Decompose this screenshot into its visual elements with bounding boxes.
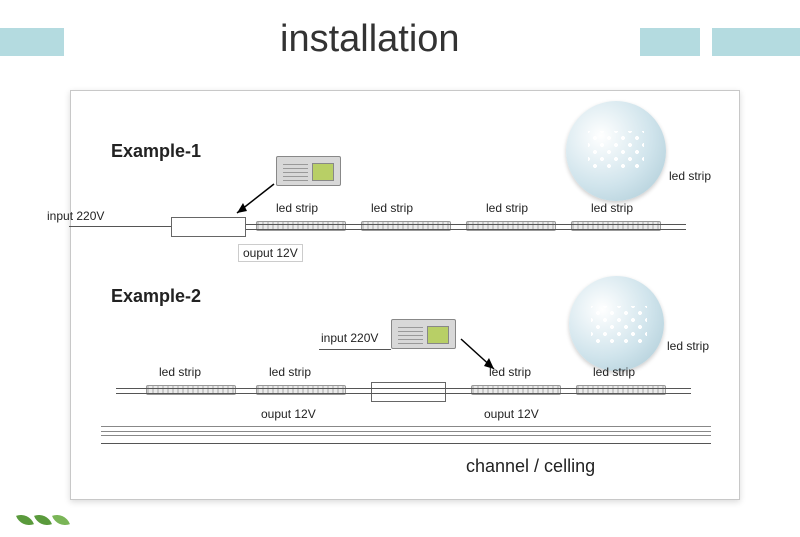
output-label-2b: ouput 12V (484, 407, 539, 421)
driver-box-1 (171, 217, 246, 237)
diagram-frame: Example-1 led strip input 220V led strip… (70, 90, 740, 500)
page-title: installation (280, 18, 460, 61)
strip-label-2b: led strip (269, 365, 311, 379)
strip-label-2c: led strip (489, 365, 531, 379)
strip-label-2a: led strip (159, 365, 201, 379)
psu-2 (391, 319, 456, 349)
wire-input-1 (69, 226, 171, 227)
rail-2 (116, 388, 691, 394)
zoom-ball-1 (566, 101, 666, 201)
input-label-2: input 220V (321, 331, 378, 345)
example2-heading: Example-2 (111, 286, 201, 307)
header-stripe-right (640, 28, 800, 56)
strip-label-1d: led strip (591, 201, 633, 215)
strip-label-1c: led strip (486, 201, 528, 215)
strip-label-1a: led strip (276, 201, 318, 215)
leaf-decoration (18, 513, 138, 533)
rail-1 (246, 224, 686, 230)
channel-lines-a (101, 426, 711, 436)
wire-input-2 (319, 349, 391, 350)
input-label-1: input 220V (47, 209, 104, 223)
example1-heading: Example-1 (111, 141, 201, 162)
arrow-psu-1 (229, 181, 279, 221)
channel-lines-b (101, 443, 711, 444)
zoom-label-2: led strip (667, 339, 709, 353)
header-stripe-left (0, 28, 64, 56)
strip-label-2d: led strip (593, 365, 635, 379)
psu-1 (276, 156, 341, 186)
output-label-2a: ouput 12V (261, 407, 316, 421)
output-label-1: ouput 12V (238, 244, 303, 262)
zoom-ball-2 (569, 276, 664, 371)
channel-label: channel / celling (466, 456, 595, 477)
zoom-label-1: led strip (669, 169, 711, 183)
strip-label-1b: led strip (371, 201, 413, 215)
